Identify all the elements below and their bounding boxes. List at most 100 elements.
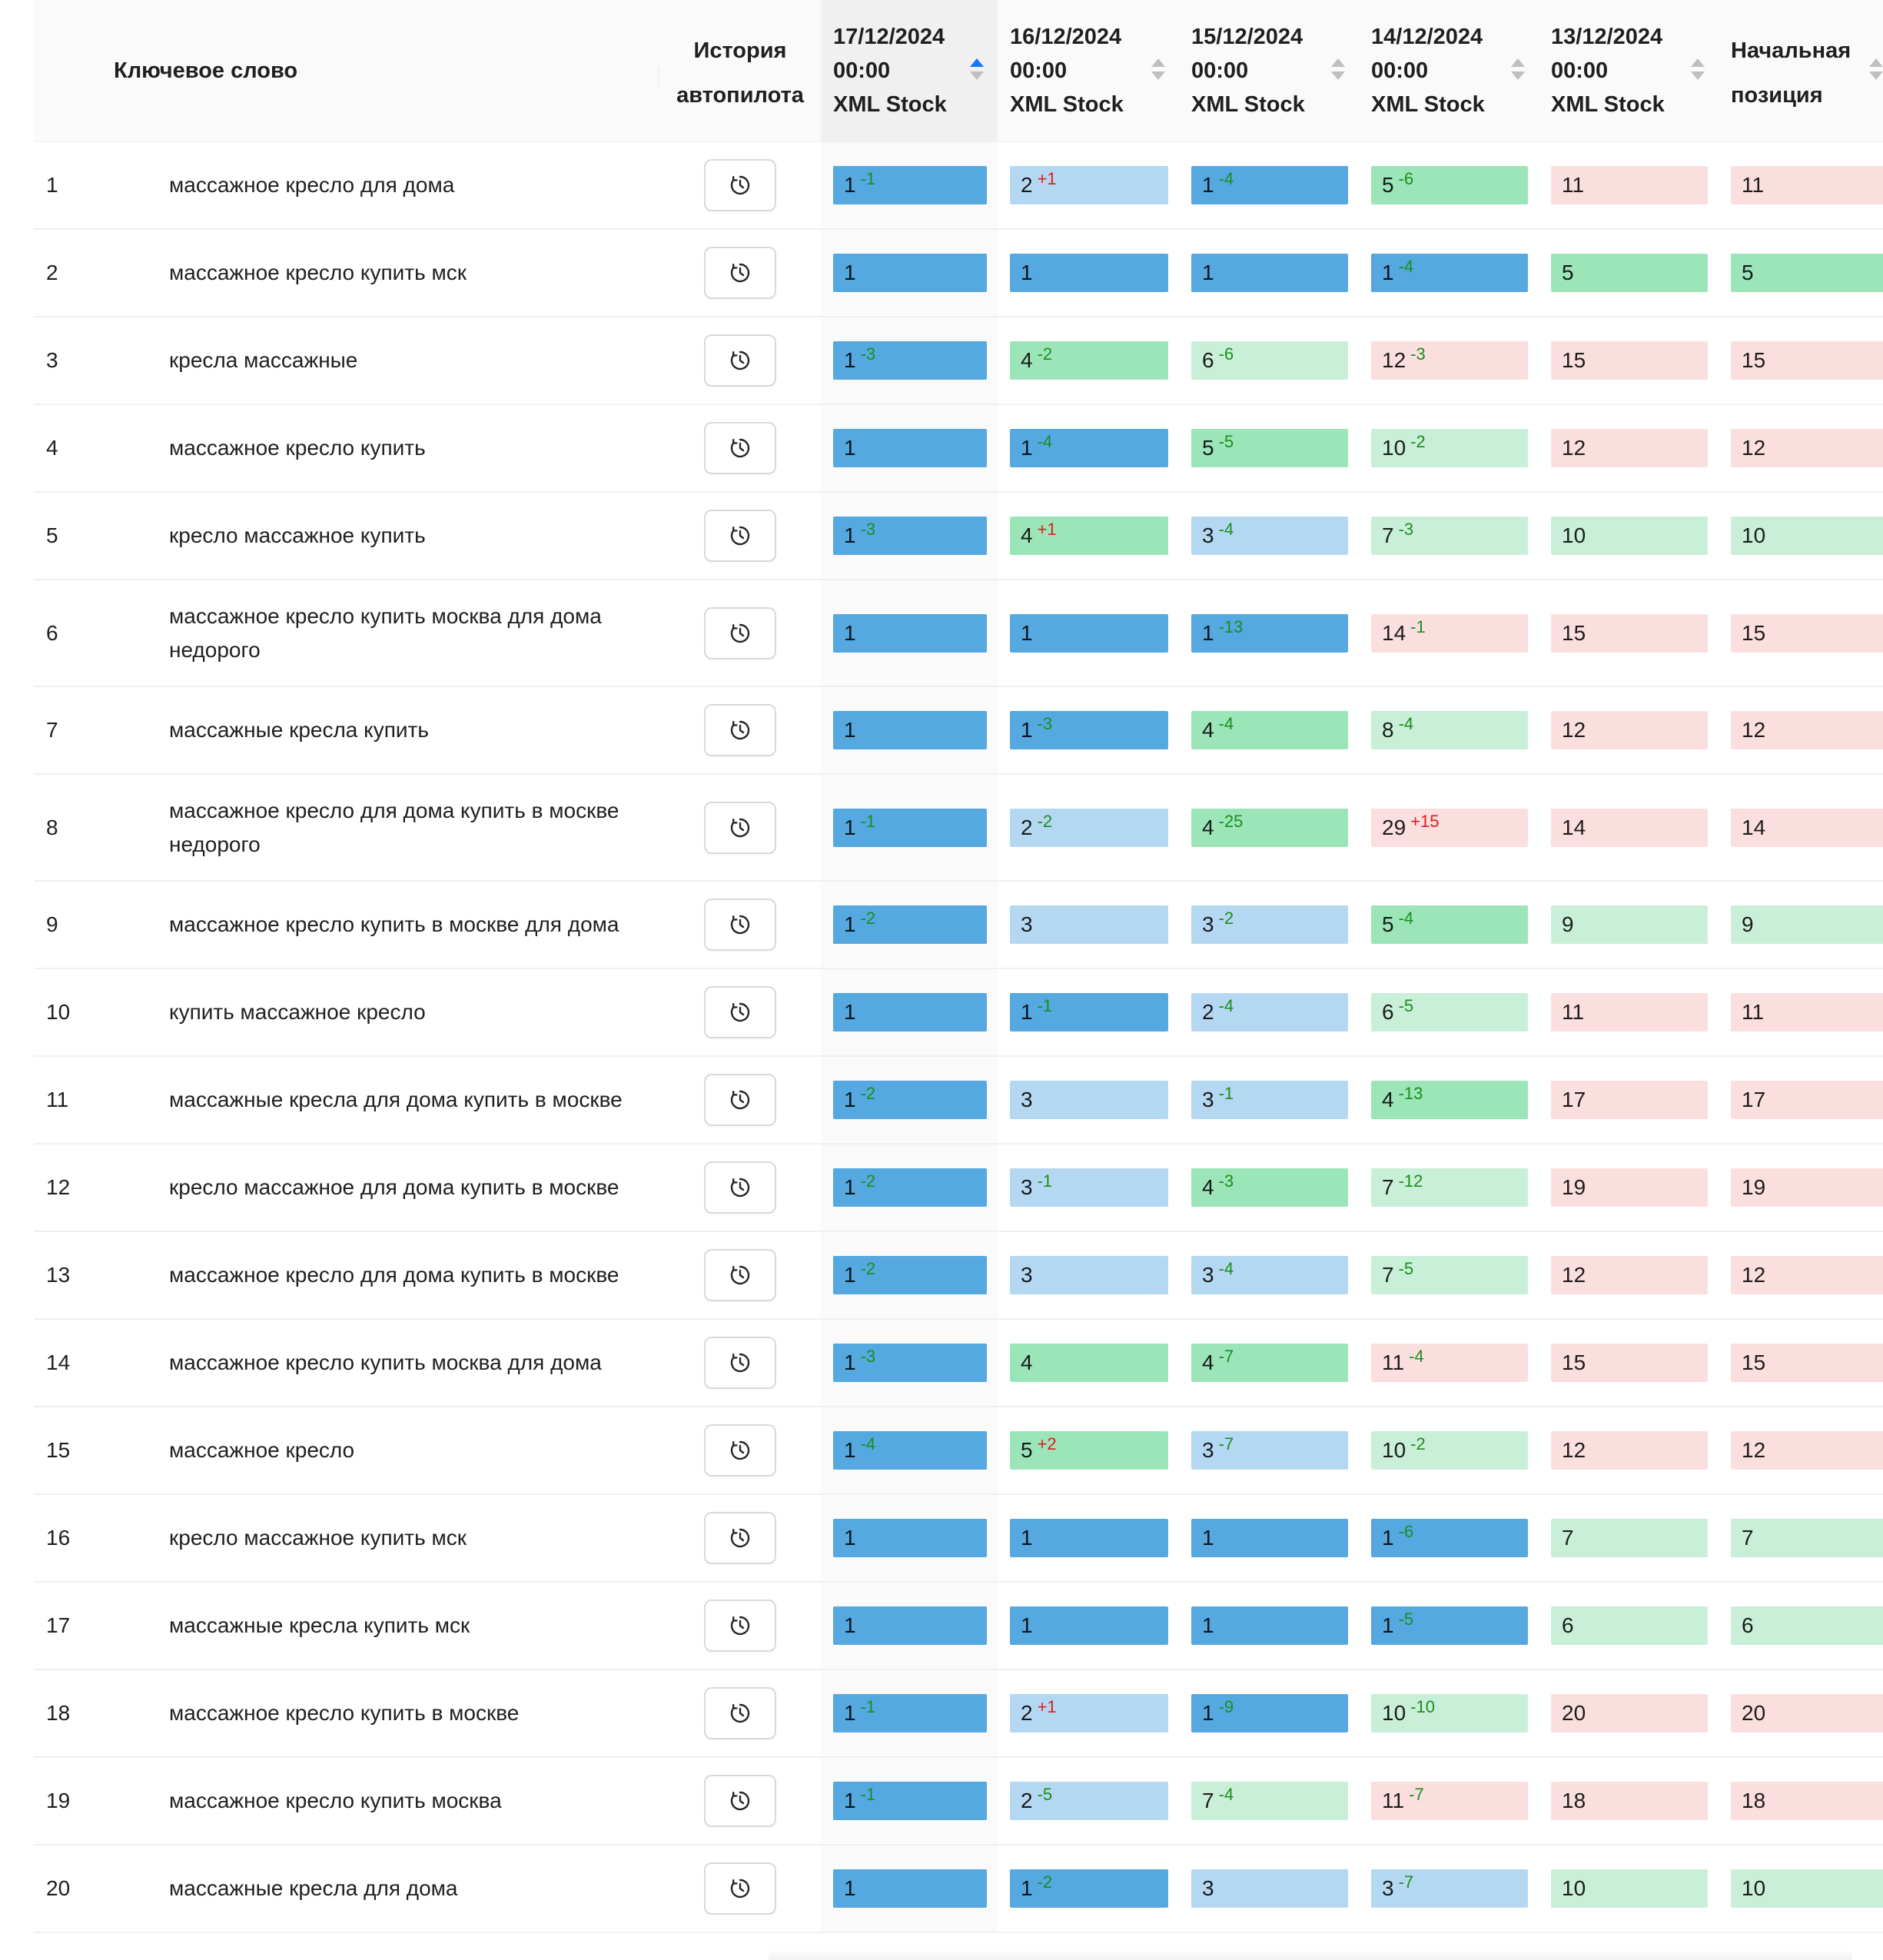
table-row: 13 массажное кресло для дома купить в мос… (34, 1231, 1883, 1319)
autopilot-history-button[interactable] (704, 1600, 776, 1652)
autopilot-history-button[interactable] (704, 1775, 776, 1827)
header-keyword: Ключевое слово (101, 0, 659, 142)
position-badge: 4 (1010, 1344, 1168, 1382)
autopilot-history-cell (659, 1845, 821, 1932)
position-value: 15 (1742, 348, 1766, 372)
autopilot-history-button[interactable] (704, 1512, 776, 1564)
table-row: 15 массажное кресло 1 -4 5 +2 3 -7 10 -2 12 12 (34, 1407, 1883, 1494)
position-cell: 3 -7 (1179, 1407, 1359, 1494)
autopilot-history-button[interactable] (704, 510, 776, 562)
sort-icon[interactable] (1869, 58, 1883, 83)
keyword-cell: массажное кресло купить в москве (169, 1701, 520, 1725)
position-badge: 1 (833, 1869, 987, 1908)
autopilot-history-button[interactable] (704, 422, 776, 474)
position-value: 3 (1202, 1088, 1214, 1111)
position-badge: 6 -5 (1371, 993, 1528, 1031)
position-change: -7 (1409, 1785, 1424, 1804)
position-cell: 3 -7 (1359, 1845, 1539, 1932)
position-badge: 2 -2 (1010, 808, 1168, 847)
position-badge: 1 -1 (1010, 993, 1168, 1031)
autopilot-history-button[interactable] (704, 704, 776, 756)
position-cell: 1 (821, 580, 998, 686)
position-badge: 14 (1731, 808, 1883, 847)
position-change: -2 (1218, 909, 1234, 928)
row-number: 18 (46, 1701, 71, 1725)
header-date-14-12-2024[interactable]: 14/12/2024 00:00 XML Stock (1359, 0, 1539, 142)
position-cell: 4 -13 (1359, 1056, 1539, 1144)
position-change: -5 (1398, 1259, 1414, 1278)
position-badge: 1 (1010, 254, 1168, 292)
position-badge: 1 -4 (833, 1431, 987, 1470)
autopilot-history-button[interactable] (704, 1687, 776, 1739)
table-row: 1 массажное кресло для дома 1 -1 2 +1 1 -4 5 -6 11… (34, 141, 1883, 229)
autopilot-history-button[interactable] (704, 158, 776, 211)
initial-position-cell: 6 (1719, 1582, 1883, 1669)
header-date-16-12-2024[interactable]: 16/12/2024 00:00 XML Stock (998, 0, 1179, 142)
position-cell: 1 -2 (821, 1231, 998, 1319)
history-clock-icon (729, 524, 752, 547)
positions-table: Ключевое слово История автопилота 17/12/… (34, 0, 1883, 1933)
autopilot-history-button[interactable] (704, 1249, 776, 1301)
header-date-15-12-2024[interactable]: 15/12/2024 00:00 XML Stock (1179, 0, 1359, 142)
sort-icon[interactable] (1331, 58, 1345, 83)
history-clock-icon (729, 1264, 752, 1287)
autopilot-history-button[interactable] (704, 247, 776, 299)
sort-icon[interactable] (1511, 58, 1525, 83)
autopilot-history-button[interactable] (704, 986, 776, 1038)
sort-icon[interactable] (1691, 58, 1705, 83)
position-cell: 1 -6 (1359, 1494, 1539, 1582)
initial-position-cell: 12 (1719, 1407, 1883, 1494)
autopilot-history-button[interactable] (704, 899, 776, 951)
row-number: 19 (46, 1789, 71, 1812)
position-value: 11 (1562, 172, 1585, 197)
autopilot-history-button[interactable] (704, 1424, 776, 1477)
position-value: 1 (1202, 172, 1214, 197)
position-change: -6 (1398, 168, 1414, 188)
position-badge: 3 -1 (1191, 1081, 1348, 1119)
initial-position-cell: 15 (1719, 1319, 1883, 1407)
autopilot-history-button[interactable] (704, 606, 776, 659)
position-change: -7 (1218, 1434, 1234, 1453)
position-change: -5 (1037, 1785, 1053, 1804)
position-badge: 1 -2 (1010, 1869, 1168, 1908)
keyword-cell: массажное кресло купить москва для дома … (169, 603, 602, 662)
position-cell: 1 (998, 229, 1179, 317)
position-value: 2 (1021, 172, 1033, 197)
position-cell: 1 (998, 1582, 1179, 1669)
header-date-13-12-2024[interactable]: 13/12/2024 00:00 XML Stock (1539, 0, 1719, 142)
history-clock-icon (729, 1001, 752, 1024)
position-change: -1 (860, 1785, 876, 1804)
position-change: -2 (860, 1259, 876, 1278)
position-change: -2 (1410, 432, 1426, 451)
position-badge: 3 -7 (1371, 1869, 1528, 1908)
autopilot-history-button[interactable] (704, 1161, 776, 1214)
initial-position-cell: 14 (1719, 774, 1883, 881)
row-number: 13 (46, 1263, 71, 1287)
autopilot-history-button[interactable] (704, 1337, 776, 1389)
sort-icon[interactable] (1151, 58, 1165, 83)
position-value: 1 (844, 1088, 856, 1111)
sort-ascending-icon[interactable] (970, 58, 984, 83)
position-badge: 1 -2 (833, 1081, 987, 1119)
position-value: 1 (844, 1175, 856, 1199)
position-badge: 12 (1731, 1431, 1883, 1470)
autopilot-history-button[interactable] (704, 1862, 776, 1915)
position-value: 1 (1021, 1526, 1033, 1550)
position-value: 1 (1202, 1613, 1214, 1637)
header-date-17-12-2024[interactable]: 17/12/2024 00:00 XML Stock (821, 0, 998, 142)
autopilot-history-button[interactable] (704, 1074, 776, 1126)
position-badge: 3 -4 (1191, 1256, 1348, 1294)
position-badge: 11 (1731, 993, 1883, 1031)
autopilot-history-button[interactable] (704, 801, 776, 854)
position-cell: 15 (1539, 317, 1719, 404)
position-badge: 17 (1731, 1081, 1883, 1119)
autopilot-history-button[interactable] (704, 334, 776, 387)
position-cell: 1 -1 (821, 1757, 998, 1845)
position-cell: 1 (1179, 229, 1359, 317)
header-initial-position[interactable]: Начальная позиция (1719, 0, 1883, 142)
position-change: -4 (1398, 714, 1414, 733)
position-change: -4 (1218, 168, 1234, 188)
position-change: -1 (860, 1697, 876, 1716)
initial-position-cell: 11 (1719, 141, 1883, 229)
position-cell: 3 -4 (1179, 492, 1359, 580)
